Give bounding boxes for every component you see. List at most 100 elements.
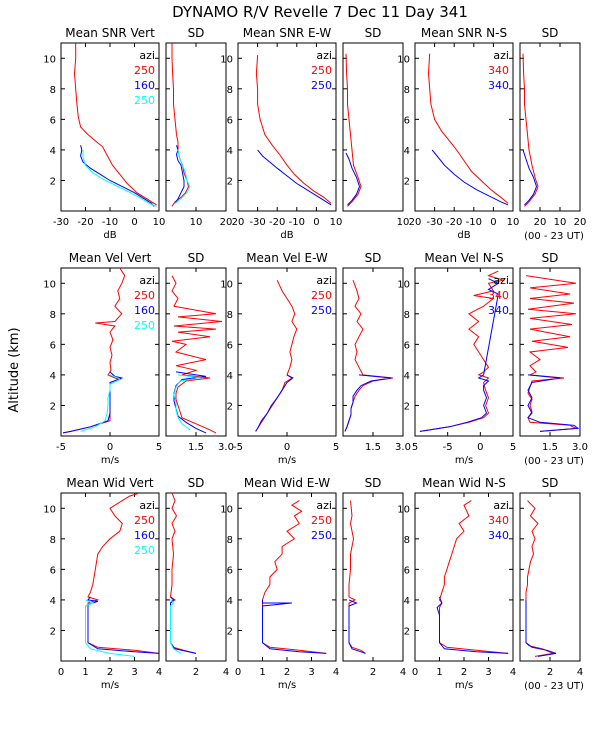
y-tick-label: 10 bbox=[397, 504, 410, 515]
x-tick-label: 20 bbox=[534, 217, 547, 228]
y-tick-label: 4 bbox=[404, 596, 410, 607]
panel-1-4: Mean Vel N-S 5 -5 0 5 m/s 2 4 6 8 10 azi 340 340 bbox=[397, 251, 516, 466]
panel-1-1: SD 1.5 3.0 bbox=[165, 251, 234, 453]
panel-2-3: SD 2 4 bbox=[342, 476, 406, 678]
x-axis-label: m/s bbox=[101, 680, 119, 691]
panel-0-4: Mean SNR N-S 20 -30 -20 -10 0 10 dB 2 4 6 8 10 azi 340… bbox=[397, 26, 519, 241]
y-tick-label: 10 bbox=[220, 54, 233, 65]
x-tick-label: 3 bbox=[131, 667, 137, 678]
x-tick-label: 1.5 bbox=[188, 442, 204, 453]
x-tick-label: 4 bbox=[400, 667, 406, 678]
panel-title: SD bbox=[365, 251, 382, 265]
x-axis-label: dB bbox=[103, 230, 116, 241]
x-tick-label: 0 bbox=[284, 442, 290, 453]
x-tick-label: -10 bbox=[289, 217, 305, 228]
y-tick-label: 4 bbox=[50, 596, 56, 607]
panel-title: Mean SNR E-W bbox=[243, 26, 332, 40]
y-tick-label: 8 bbox=[404, 535, 410, 546]
panel-0-0: Mean SNR Vert -30 -20 -10 0 10 dB 2 4 6 8 10 azi 250 1… bbox=[43, 26, 165, 241]
panel-2-4: Mean Wid N-S 0 1 2 3 4 m/s 2 4 6 8 10 azi 340 340 bbox=[397, 476, 516, 691]
x-tick-label: 1 bbox=[82, 667, 88, 678]
x-tick-label: 3.0 bbox=[395, 442, 411, 453]
legend-entry-blue: 250 bbox=[311, 529, 332, 542]
panel-frame bbox=[237, 42, 337, 212]
altitude-axis-label: Altitude (km) bbox=[7, 327, 22, 412]
series-line-blue bbox=[527, 374, 580, 432]
legend-heading: azi bbox=[316, 499, 332, 512]
y-tick-label: 2 bbox=[227, 626, 233, 637]
y-tick-label: 8 bbox=[50, 85, 56, 96]
panel-title: Mean Wid Vert bbox=[66, 476, 153, 490]
x-tick-label: 0 bbox=[107, 442, 113, 453]
panel-title: Mean SNR N-S bbox=[421, 26, 507, 40]
series-line-blue bbox=[173, 371, 207, 434]
series-line-blue bbox=[257, 149, 332, 206]
series-line-red bbox=[345, 53, 362, 207]
legend-entry-red: 340 bbox=[488, 64, 509, 77]
y-tick-label: 8 bbox=[404, 85, 410, 96]
x-tick-label: 1 bbox=[436, 667, 442, 678]
series-line-blue bbox=[344, 374, 392, 432]
y-tick-label: 2 bbox=[404, 401, 410, 412]
x-tick-label: 0 bbox=[313, 217, 319, 228]
x-axis-label: m/s bbox=[278, 455, 296, 466]
x-tick-label: 10 bbox=[554, 217, 567, 228]
series-line-red bbox=[171, 43, 190, 207]
series-line-blue bbox=[431, 149, 509, 206]
x-tick-label: 1.5 bbox=[542, 442, 558, 453]
panel-title: SD bbox=[188, 26, 205, 40]
panel-2-5: SD 2 4 (00 - 23 UT) bbox=[519, 476, 584, 692]
legend-heading: azi bbox=[493, 499, 509, 512]
y-tick-label: 6 bbox=[404, 565, 410, 576]
panel-title: SD bbox=[365, 26, 382, 40]
series-line-red bbox=[73, 43, 157, 206]
panel-0-2: Mean SNR E-W 20 -30 -20 -10 0 10 dB 2 4 6 8 10 azi 250… bbox=[220, 26, 342, 241]
x-tick-label: -30 bbox=[249, 217, 265, 228]
series-line-blue bbox=[255, 374, 294, 432]
series-line-red bbox=[344, 280, 394, 432]
x-tick-label: 4 bbox=[156, 667, 162, 678]
x-tick-label: 3.0 bbox=[572, 442, 588, 453]
panel-2-1: SD 2 4 bbox=[165, 476, 229, 678]
series-line-cyan bbox=[80, 374, 121, 432]
series-line-blue bbox=[419, 278, 500, 432]
x-tick-label: 2 bbox=[107, 667, 113, 678]
x-tick-label: -5 bbox=[56, 442, 66, 453]
legend-heading: azi bbox=[139, 49, 155, 62]
y-tick-label: 6 bbox=[227, 115, 233, 126]
x-tick-label: 20 bbox=[220, 217, 233, 228]
x-tick-label: 4 bbox=[333, 667, 339, 678]
panel-frame bbox=[414, 42, 514, 212]
x-tick-label: 3 bbox=[308, 667, 314, 678]
series-line-red bbox=[522, 53, 539, 207]
panel-frame bbox=[342, 42, 404, 212]
legend-entry-red: 250 bbox=[311, 64, 332, 77]
x-tick-label: 1 bbox=[259, 667, 265, 678]
y-tick-label: 10 bbox=[43, 54, 56, 65]
y-tick-label: 8 bbox=[227, 85, 233, 96]
panel-1-3: SD 1.5 3.0 bbox=[342, 251, 411, 453]
series-line-red bbox=[427, 53, 509, 204]
y-tick-label: 6 bbox=[227, 565, 233, 576]
series-line-blue bbox=[522, 149, 538, 206]
x-tick-label: 5 bbox=[510, 442, 516, 453]
panel-title: Mean SNR Vert bbox=[65, 26, 155, 40]
legend-entry-blue: 160 bbox=[134, 304, 155, 317]
y-tick-label: 4 bbox=[227, 146, 233, 157]
panel-frame bbox=[165, 42, 227, 212]
y-tick-label: 4 bbox=[50, 371, 56, 382]
series-line-red bbox=[255, 279, 298, 432]
series-line-blue bbox=[80, 145, 155, 207]
legend-entry-blue: 340 bbox=[488, 529, 509, 542]
x-tick-label: 5 bbox=[412, 442, 418, 453]
x-tick-label: 4 bbox=[223, 667, 229, 678]
x-tick-label: 0 bbox=[490, 217, 496, 228]
panel-title: Mean Vel N-S bbox=[424, 251, 503, 265]
x-tick-label: 10 bbox=[190, 217, 203, 228]
panel-frame bbox=[414, 267, 514, 437]
figure-title: DYNAMO R/V Revelle 7 Dec 11 Day 341 bbox=[172, 3, 468, 21]
x-tick-label: 2 bbox=[284, 667, 290, 678]
panel-title: SD bbox=[542, 251, 559, 265]
x-tick-label: 4 bbox=[510, 667, 516, 678]
